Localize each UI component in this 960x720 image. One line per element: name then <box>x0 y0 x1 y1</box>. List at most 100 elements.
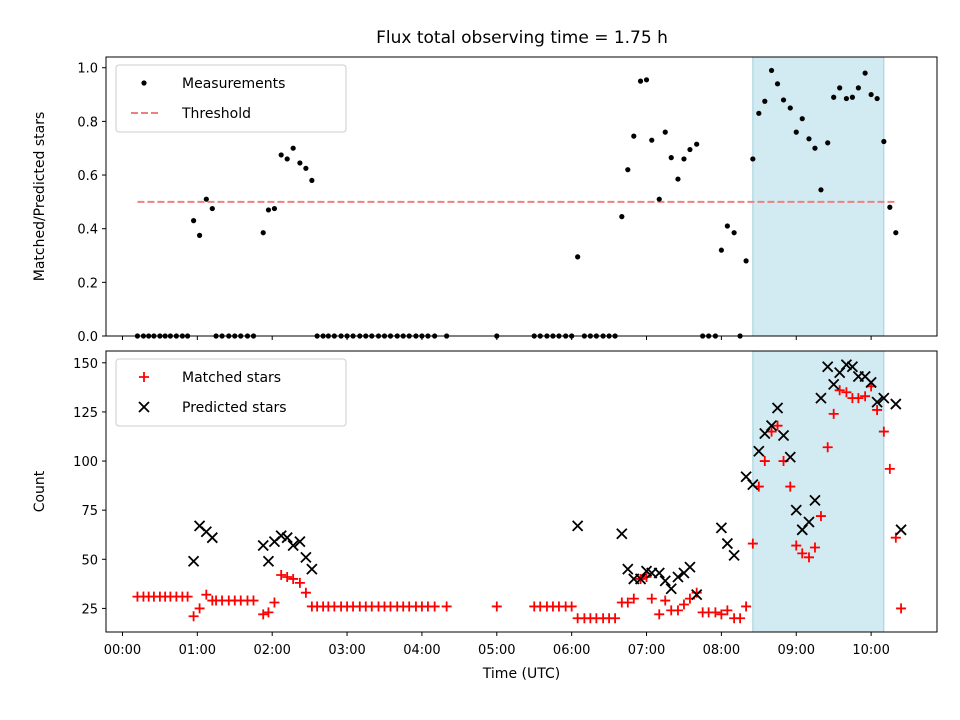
legend-marker-predicted <box>138 401 150 413</box>
measurement-point <box>812 145 818 151</box>
highlight-span <box>752 56 885 337</box>
measurement-point <box>309 177 315 184</box>
predicted-point <box>634 573 647 585</box>
measurement-point <box>625 167 631 173</box>
measurement-point <box>284 156 290 162</box>
matched-point <box>610 613 621 624</box>
predicted-point <box>815 392 827 404</box>
matched-point <box>797 548 808 559</box>
predicted-point <box>665 583 677 595</box>
legend-label: Threshold <box>181 106 251 122</box>
predicted-point <box>616 528 628 540</box>
predicted-point <box>890 398 902 410</box>
predicted-point <box>895 524 907 536</box>
predicted-point <box>300 551 312 563</box>
measurement-point <box>297 160 303 166</box>
measurement-point <box>190 218 197 224</box>
y-tick-label: 0.2 <box>77 276 98 291</box>
predicted-point <box>790 504 802 516</box>
measurement-point <box>662 129 668 135</box>
matched-point <box>822 442 833 453</box>
x-axis-label: Time (UTC) <box>482 666 560 682</box>
measurement-point <box>649 137 655 143</box>
matched-point <box>772 420 783 431</box>
measurement-point <box>265 207 272 213</box>
measurement-point <box>271 205 278 212</box>
matched-point <box>288 573 299 584</box>
highlight-span <box>752 350 885 633</box>
measurement-point <box>881 138 887 145</box>
y-tick-label: 25 <box>81 602 98 617</box>
legend: Measurements Threshold <box>115 64 347 133</box>
predicted-point <box>822 361 834 373</box>
predicted-point <box>294 535 306 548</box>
measurement-point <box>893 230 899 236</box>
matched-point <box>201 589 212 600</box>
matched-point <box>194 603 205 614</box>
measurement-point <box>687 146 693 153</box>
y-axis-label: Count <box>32 470 48 512</box>
matched-point <box>672 605 683 616</box>
predicted-point <box>765 420 778 432</box>
predicted-point <box>653 567 665 579</box>
matched-point <box>678 599 689 610</box>
matched-point <box>429 601 440 612</box>
predicted-point <box>865 376 877 389</box>
predicted-point <box>771 402 784 414</box>
matched-point <box>722 605 733 616</box>
matched-point <box>896 603 907 614</box>
matched-point <box>710 607 721 618</box>
legend-box <box>115 64 347 133</box>
measurement-point <box>774 81 781 87</box>
predicted-point <box>846 361 859 373</box>
matched-point <box>654 609 665 620</box>
matched-point <box>282 571 293 582</box>
measurement-point <box>762 98 768 104</box>
matched-point <box>841 387 852 398</box>
predicted-point <box>691 589 703 601</box>
measurement-point <box>831 94 837 100</box>
matched-point <box>785 481 796 492</box>
predicted-point <box>622 563 634 575</box>
measurement-point <box>724 223 730 229</box>
x-tick-label: 00:00 <box>104 643 141 658</box>
measurement-point <box>278 152 284 158</box>
matched-point <box>182 591 193 602</box>
matched-point <box>491 601 502 612</box>
predicted-point <box>572 520 584 532</box>
measurement-point <box>731 230 737 236</box>
measurement-point <box>196 232 203 238</box>
axes-frame <box>105 56 938 337</box>
predicted-point <box>206 532 218 544</box>
matched-point <box>646 593 657 604</box>
predicted-point <box>871 396 883 408</box>
measurement-point <box>575 254 581 260</box>
measurement-point <box>718 247 724 253</box>
matched-point <box>566 601 577 612</box>
legend-label: Matched stars <box>182 370 281 386</box>
predicted-point <box>287 539 299 552</box>
legend-label: Predicted stars <box>182 400 287 416</box>
x-tick-label: 06:00 <box>553 643 590 658</box>
legend: Matched stars Predicted stars <box>115 358 347 427</box>
y-tick-label: 150 <box>73 357 98 372</box>
measurement-point <box>849 94 856 100</box>
measurement-point <box>780 97 787 103</box>
x-tick-label: 08:00 <box>703 643 740 658</box>
x-tick-label: 02:00 <box>253 643 290 658</box>
matched-point <box>263 607 274 618</box>
x-tick-label: 03:00 <box>328 643 365 658</box>
predicted-point <box>672 571 684 583</box>
measurement-point <box>743 258 749 264</box>
matched-point <box>759 456 770 467</box>
predicted-point <box>809 494 821 506</box>
legend-marker-matched <box>139 372 149 382</box>
matched-point <box>622 597 633 608</box>
measurement-point <box>668 155 674 161</box>
matched-point <box>815 511 826 522</box>
matched-point <box>269 597 280 608</box>
predicted-point <box>257 539 269 552</box>
series-predicted-stars <box>187 359 907 601</box>
measurement-point <box>631 133 637 139</box>
